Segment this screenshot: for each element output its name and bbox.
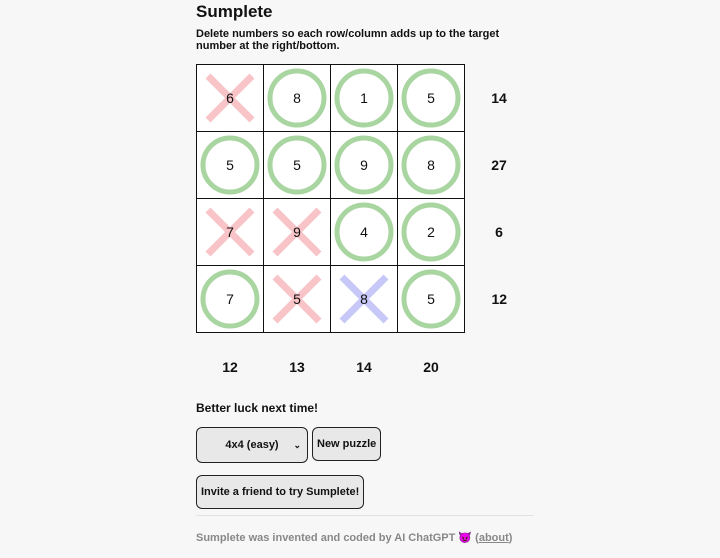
grid-cell[interactable]: 5 xyxy=(397,265,465,333)
footer-close: ) xyxy=(508,532,513,544)
footer: Sumplete was invented and coded by AI Ch… xyxy=(196,531,512,544)
grid-cell[interactable]: 9 xyxy=(263,198,331,266)
column-target: 12 xyxy=(222,359,238,375)
column-targets-row: 12 13 14 20 xyxy=(197,333,534,402)
cell-value: 8 xyxy=(293,90,301,106)
grid-cell[interactable]: 4 xyxy=(330,198,398,266)
row-target: 6 xyxy=(495,224,503,240)
status-message: Better luck next time! xyxy=(196,401,319,415)
cell-value: 4 xyxy=(360,224,368,240)
circle-icon xyxy=(334,135,394,195)
circle-icon xyxy=(401,68,461,128)
grid-cell[interactable]: 5 xyxy=(263,131,331,199)
cell-value: 7 xyxy=(226,291,234,307)
app: Sumplete Delete numbers so each row/colu… xyxy=(196,0,536,544)
cell-value: 8 xyxy=(360,291,368,307)
column-target: 14 xyxy=(356,359,372,375)
column-target: 20 xyxy=(423,359,439,375)
circle-icon xyxy=(200,269,260,329)
cell-value: 5 xyxy=(226,157,234,173)
cell-value: 6 xyxy=(226,90,234,106)
grid-cell[interactable]: 5 xyxy=(196,131,264,199)
grid-row: 6 8 1 5 14 xyxy=(196,64,534,132)
puzzle-size-value: 4x4 (easy) xyxy=(225,439,279,451)
cell-value: 9 xyxy=(360,157,368,173)
circle-icon xyxy=(401,269,461,329)
grid-cell[interactable]: 7 xyxy=(196,265,264,333)
circle-icon xyxy=(334,68,394,128)
cell-value: 9 xyxy=(293,224,301,240)
grid-row: 7 9 4 2 6 xyxy=(196,198,534,266)
about-link[interactable]: about xyxy=(478,532,509,544)
row-target: 12 xyxy=(491,291,508,307)
invite-friend-button[interactable]: Invite a friend to try Sumplete! xyxy=(196,475,365,509)
cross-icon xyxy=(205,73,255,123)
grid-cell[interactable]: 6 xyxy=(196,64,264,132)
cross-icon xyxy=(339,274,389,324)
circle-icon xyxy=(334,202,394,262)
grid-cell[interactable]: 8 xyxy=(397,131,465,199)
column-target: 13 xyxy=(289,359,305,375)
grid-cell[interactable]: 8 xyxy=(263,64,331,132)
row-target: 27 xyxy=(491,157,507,173)
cross-icon xyxy=(205,207,255,257)
grid-cell[interactable]: 8 xyxy=(330,265,398,333)
grid-cell[interactable]: 2 xyxy=(397,198,465,266)
circle-icon xyxy=(200,135,260,195)
grid-cell[interactable]: 7 xyxy=(196,198,264,266)
cell-value: 7 xyxy=(226,224,234,240)
circle-icon xyxy=(401,135,461,195)
circle-icon xyxy=(401,202,461,262)
puzzle-size-select[interactable]: 4x4 (easy) ⌄ xyxy=(196,427,308,463)
cell-value: 5 xyxy=(293,291,301,307)
instructions: Delete numbers so each row/column adds u… xyxy=(196,28,500,52)
cell-value: 2 xyxy=(427,224,435,240)
cell-value: 1 xyxy=(360,90,368,106)
circle-icon xyxy=(267,135,327,195)
circle-icon xyxy=(267,68,327,128)
page-title: Sumplete xyxy=(196,2,273,21)
grid-cell[interactable]: 9 xyxy=(330,131,398,199)
row-target: 14 xyxy=(491,90,507,106)
puzzle-grid: 6 8 1 5 14 5 5 9 8 27 7 9 4 2 6 7 5 8 5 12 12 13 14 20 xyxy=(196,64,534,401)
new-puzzle-button[interactable]: New puzzle xyxy=(312,427,382,461)
footer-text: Sumplete was invented and coded by AI Ch… xyxy=(196,532,479,544)
cross-icon xyxy=(272,207,322,257)
cross-icon xyxy=(272,274,322,324)
cell-value: 5 xyxy=(427,291,435,307)
divider xyxy=(196,515,534,516)
chevron-down-icon: ⌄ xyxy=(293,439,301,450)
grid-row: 7 5 8 5 12 xyxy=(196,265,534,333)
cell-value: 5 xyxy=(427,90,435,106)
grid-cell[interactable]: 1 xyxy=(330,64,398,132)
cell-value: 5 xyxy=(293,157,301,173)
cell-value: 8 xyxy=(427,157,435,173)
grid-row: 5 5 9 8 27 xyxy=(196,131,534,199)
grid-cell[interactable]: 5 xyxy=(263,265,331,333)
grid-cell[interactable]: 5 xyxy=(397,64,465,132)
